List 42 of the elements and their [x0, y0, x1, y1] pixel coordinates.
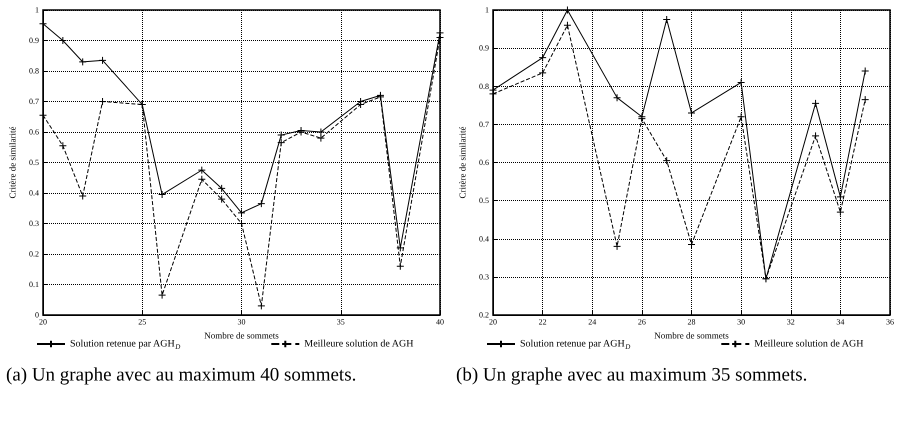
- y-tick-label: 0.8: [479, 82, 489, 91]
- y-tick-label: 0.4: [479, 234, 489, 244]
- y-tick-label: 0.7: [29, 97, 39, 106]
- x-tick-label: 30: [737, 318, 746, 326]
- x-tick-label: 24: [588, 318, 596, 326]
- x-tick-label: 26: [638, 318, 646, 326]
- x-axis-title: Nombre de sommets: [204, 330, 280, 340]
- x-tick-label: 35: [336, 318, 345, 326]
- y-tick-label: 0.9: [479, 44, 489, 53]
- y-tick-label: 0.3: [479, 272, 489, 282]
- y-axis-title: Critère de similarité: [8, 126, 18, 198]
- y-tick-label: 0.2: [479, 310, 489, 320]
- legend-label: Meilleure solution de AGH: [754, 338, 864, 350]
- y-tick-label: 0.5: [479, 196, 489, 206]
- x-tick-label: 25: [138, 318, 146, 326]
- y-tick-label: 0.7: [479, 120, 489, 129]
- x-tick-label: 36: [886, 318, 894, 326]
- x-tick-label: 20: [489, 318, 497, 326]
- text: (b) Un graphe avec au maximum 35 sommets.: [456, 364, 808, 386]
- y-tick-label: 0.2: [29, 250, 39, 258]
- y-tick-label: 0.9: [29, 36, 39, 45]
- x-tick-label: 22: [538, 318, 547, 326]
- x-tick-label: 32: [786, 318, 795, 326]
- y-tick-label: 1: [35, 6, 39, 14]
- x-tick-label: 28: [688, 318, 696, 326]
- x-tick-label: 20: [39, 318, 47, 326]
- x-axis-title: Nombre de sommets: [654, 330, 730, 340]
- y-tick-label: 0.6: [479, 158, 489, 167]
- x-tick-label: 30: [238, 318, 246, 326]
- y-tick-label: 0.4: [29, 188, 39, 198]
- y-tick-label: 0.6: [29, 128, 39, 136]
- y-tick-label: 0: [35, 310, 39, 320]
- text: (a) Un graphe avec au maximum 40 sommets.: [6, 364, 356, 386]
- y-tick-label: 1: [485, 6, 489, 14]
- y-tick-label: 0.8: [29, 66, 39, 76]
- y-tick-label: 0.5: [29, 158, 39, 167]
- legend-label: Meilleure solution de AGH: [304, 338, 414, 350]
- x-tick-label: 34: [836, 318, 844, 326]
- y-tick-label: 0.1: [29, 280, 39, 289]
- y-tick-label: 0.3: [29, 219, 39, 228]
- y-axis-title: Critère de similarité: [458, 126, 468, 198]
- x-tick-label: 40: [436, 318, 444, 326]
